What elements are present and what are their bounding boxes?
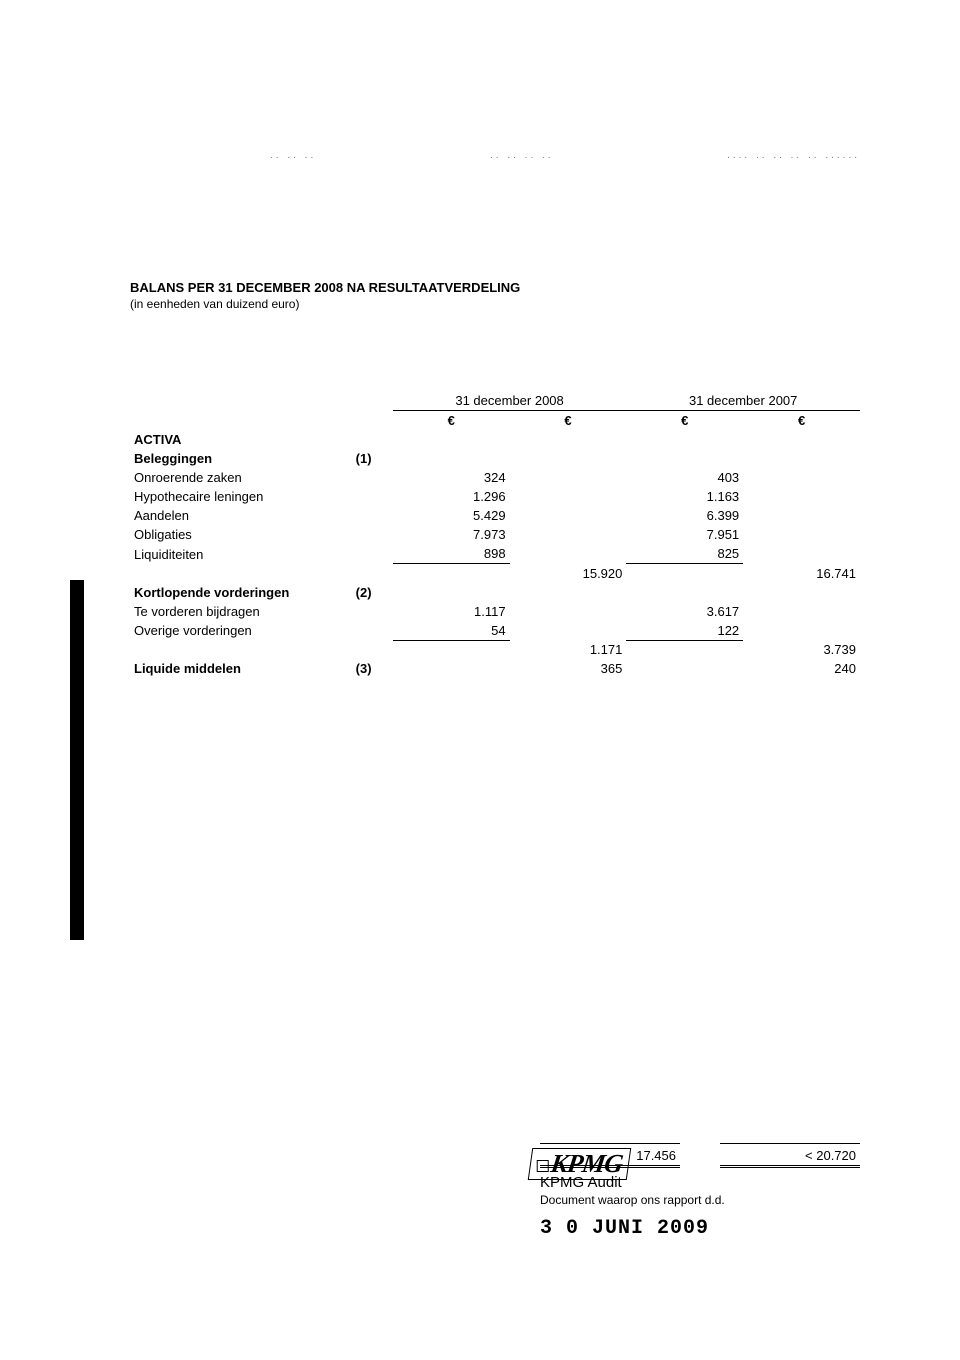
subtotal: 240: [743, 659, 860, 678]
note-ref: (3): [334, 659, 392, 678]
table-row: Overige vorderingen 54 122: [130, 621, 860, 641]
cell: 3.617: [626, 602, 743, 621]
row-label: Aandelen: [130, 506, 334, 525]
binding-strip: [70, 580, 84, 940]
total-2007: 20.720: [816, 1148, 856, 1163]
scan-artifact: .. .. .. ..: [490, 150, 554, 161]
euro-symbol: €: [743, 411, 860, 431]
cell: 403: [626, 468, 743, 487]
audit-subtext: Document waarop ons rapport d.d.: [540, 1193, 860, 1207]
cell: 7.973: [393, 525, 510, 544]
cell: 54: [393, 621, 510, 641]
kpmg-box-icon: [537, 1160, 549, 1172]
scan-artifact: .. .. ..: [270, 150, 316, 161]
group-kortlopende: Kortlopende vorderingen: [130, 583, 334, 602]
page: .. .. .. .. .. .. .. .... .. .. .. .. ..…: [0, 0, 960, 1360]
table-row: Liquide middelen (3) 365 240: [130, 659, 860, 678]
cell: 122: [626, 621, 743, 641]
note-ref: (2): [334, 583, 392, 602]
cell: 7.951: [626, 525, 743, 544]
table-row: Aandelen 5.429 6.399: [130, 506, 860, 525]
period-2007: 31 december 2007: [626, 391, 860, 411]
total-2008: 17.456: [636, 1148, 676, 1163]
period-header-row: 31 december 2008 31 december 2007: [130, 391, 860, 411]
section-activa: ACTIVA: [130, 430, 334, 449]
row-label: Overige vorderingen: [130, 621, 334, 641]
table-row: Obligaties 7.973 7.951: [130, 525, 860, 544]
date-stamp: 3 0 JUNI 2009: [540, 1217, 860, 1240]
cell: 1.117: [393, 602, 510, 621]
table-row: Liquiditeiten 898 825: [130, 544, 860, 564]
group-beleggingen: Beleggingen: [130, 449, 334, 468]
cell: 898: [393, 544, 510, 564]
subtotal-row: 15.920 16.741: [130, 564, 860, 583]
subtotal: 3.739: [743, 640, 860, 659]
audit-stamp: 17.456 KPMG < 20.720 KPMG Audit Document…: [540, 1143, 860, 1240]
total-2007-box: < 20.720: [720, 1143, 860, 1168]
cell: 825: [626, 544, 743, 564]
cell: 1.296: [393, 487, 510, 506]
cell: 1.163: [626, 487, 743, 506]
row-label: Hypothecaire leningen: [130, 487, 334, 506]
cell: 5.429: [393, 506, 510, 525]
total-2008-box: 17.456 KPMG: [540, 1143, 680, 1168]
row-label: Onroerende zaken: [130, 468, 334, 487]
row-label: Te vorderen bijdragen: [130, 602, 334, 621]
cell: 6.399: [626, 506, 743, 525]
row-label: Liquiditeiten: [130, 544, 334, 564]
table-row: Hypothecaire leningen 1.296 1.163: [130, 487, 860, 506]
kpmg-logo: KPMG: [549, 1149, 624, 1178]
scan-artifact: .... .. .. .. .. ......: [727, 150, 860, 161]
euro-symbol: €: [510, 411, 627, 431]
balance-table: 31 december 2008 31 december 2007 € € € …: [130, 391, 860, 678]
currency-row: € € € €: [130, 411, 860, 431]
note-ref: (1): [334, 449, 392, 468]
table-row: Te vorderen bijdragen 1.117 3.617: [130, 602, 860, 621]
doc-title: BALANS PER 31 DECEMBER 2008 NA RESULTAAT…: [130, 280, 860, 295]
period-2008: 31 december 2008: [393, 391, 627, 411]
doc-subtitle: (in eenheden van duizend euro): [130, 297, 860, 311]
subtotal: 16.741: [743, 564, 860, 583]
euro-symbol: €: [626, 411, 743, 431]
subtotal-row: 1.171 3.739: [130, 640, 860, 659]
row-label: Obligaties: [130, 525, 334, 544]
euro-symbol: €: [393, 411, 510, 431]
subtotal: 365: [510, 659, 627, 678]
subtotal: 15.920: [510, 564, 627, 583]
group-liquide: Liquide middelen: [130, 659, 334, 678]
cell: 324: [393, 468, 510, 487]
table-row: Onroerende zaken 324 403: [130, 468, 860, 487]
subtotal: 1.171: [510, 640, 627, 659]
